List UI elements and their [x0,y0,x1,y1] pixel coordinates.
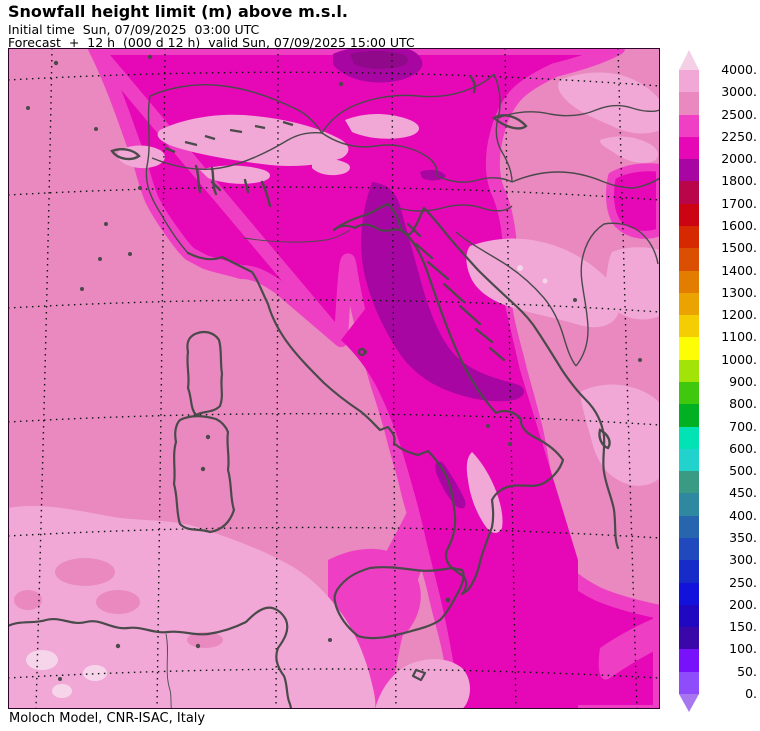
colorbar-tick-label: 700. [707,419,757,435]
colorbar-tick-label: 500. [707,463,757,479]
colorbar-segment [679,449,699,472]
colorbar-tick-label: 1700. [707,196,757,212]
colorbar-segment [679,159,699,182]
colorbar-tick-label: 350. [707,530,757,546]
colorbar-segment [679,516,699,539]
colorbar: 4000. 3000. 2500. 2250. 2000. 1800. 1700. 1600.… [679,0,759,731]
colorbar-tick-label: 100. [707,641,757,657]
colorbar-segment [679,137,699,160]
colorbar-tick-label: 800. [707,396,757,412]
map-canvas [8,48,660,709]
colorbar-segment [679,649,699,672]
colorbar-segment [679,70,699,93]
colorbar-arrow-below-min [679,694,699,712]
colorbar-segment [679,427,699,450]
colorbar-tick-label: 4000. [707,62,757,78]
colorbar-tick-label: 1100. [707,329,757,345]
colorbar-segment [679,493,699,516]
colorbar-tick-label: 1300. [707,285,757,301]
colorbar-tick-label: 150. [707,619,757,635]
colorbar-tick-label: 2500. [707,107,757,123]
colorbar-segment [679,315,699,338]
weather-map-page: Snowfall height limit (m) above m.s.l. I… [0,0,760,731]
colorbar-segment [679,560,699,583]
colorbar-segment [679,382,699,405]
colorbar-segment [679,583,699,606]
colorbar-segment [679,92,699,115]
colorbar-arrow-above-max [679,50,699,70]
colorbar-tick-label: 600. [707,441,757,457]
colorbar-segment [679,337,699,360]
colorbar-segment [679,404,699,427]
colorbar-segment [679,181,699,204]
colorbar-segment [679,115,699,138]
colorbar-segment [679,248,699,271]
colorbar-segment [679,204,699,227]
colorbar-tick-label: 250. [707,575,757,591]
colorbar-segment [679,226,699,249]
colorbar-segment [679,605,699,628]
colorbar-segment [679,293,699,316]
colorbar-tick-label: 1200. [707,307,757,323]
model-credit: Moloch Model, CNR-ISAC, Italy [9,711,205,726]
colorbar-tick-label: 1000. [707,352,757,368]
colorbar-segment [679,271,699,294]
colorbar-tick-label: 50. [707,664,757,680]
colorbar-tick-label: 1400. [707,263,757,279]
colorbar-segment [679,538,699,561]
colorbar-tick-label: 400. [707,508,757,524]
colorbar-segment [679,360,699,383]
colorbar-segment [679,672,699,695]
colorbar-tick-label: 900. [707,374,757,390]
colorbar-tick-label: 1600. [707,218,757,234]
colorbar-tick-label: 1800. [707,173,757,189]
colorbar-segment [679,471,699,494]
colorbar-tick-label: 2000. [707,151,757,167]
colorbar-tick-label: 2250. [707,129,757,145]
colorbar-tick-label: 200. [707,597,757,613]
page-title: Snowfall height limit (m) above m.s.l. [8,2,348,21]
colorbar-tick-label: 300. [707,552,757,568]
colorbar-segment [679,627,699,650]
colorbar-tick-label: 450. [707,485,757,501]
colorbar-tick-label: 3000. [707,84,757,100]
colorbar-tick-label: 0. [707,686,757,702]
colorbar-tick-label: 1500. [707,240,757,256]
